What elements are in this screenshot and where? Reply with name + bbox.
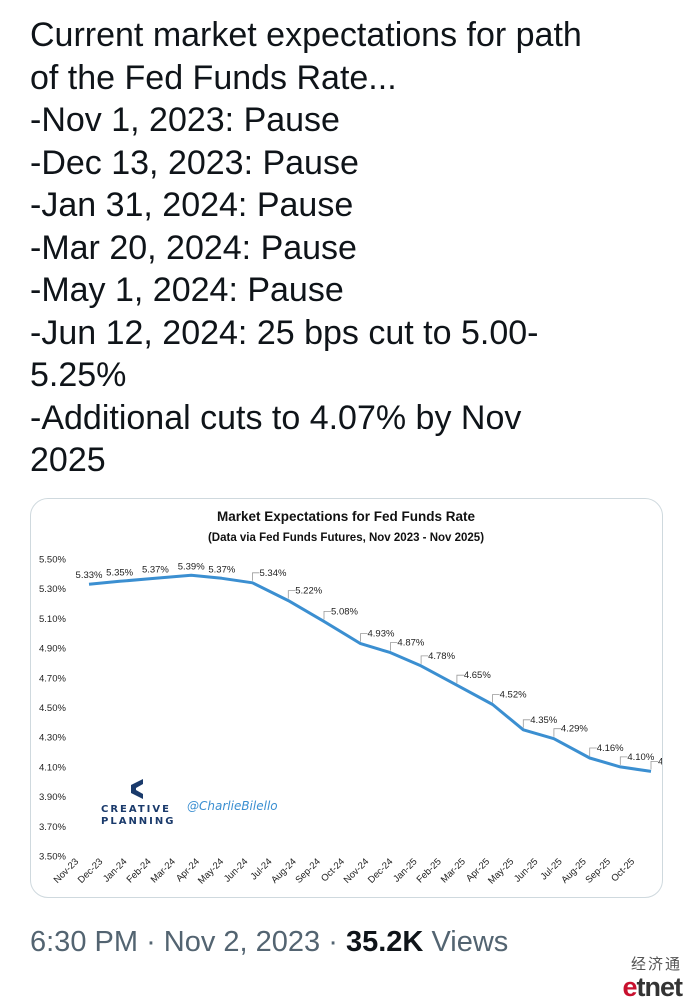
data-label-leader (323, 611, 331, 620)
tweet-line: 5.25% (30, 356, 127, 394)
chart-title: Market Expectations for Fed Funds Rate (217, 509, 476, 524)
twitter-handle: @CharlieBilello (187, 799, 278, 813)
watermark-logo-rest: tnet (636, 972, 683, 1002)
series-line (88, 573, 652, 773)
tweet-line: -Jan 31, 2024: Pause (30, 186, 354, 224)
data-label: 4.65% (464, 670, 491, 681)
x-tick-label: May-25 (486, 856, 516, 886)
x-tick-label: Dec-23 (76, 856, 105, 885)
data-label: 4.35% (530, 715, 557, 726)
x-tick-label: Mar-24 (149, 856, 178, 885)
data-label-leader (650, 761, 658, 770)
x-tick-label: Mar-25 (439, 856, 468, 885)
chart-image[interactable]: Market Expectations for Fed Funds Rate (… (30, 498, 663, 898)
watermark-logo: etnet (622, 972, 683, 1002)
tweet-line: of the Fed Funds Rate... (30, 58, 397, 97)
brand-line2: PLANNING (101, 816, 175, 827)
fed-funds-chart: Market Expectations for Fed Funds Rate (… (39, 509, 662, 887)
data-label: 4.29% (561, 724, 588, 735)
y-tick-label: 4.30% (39, 733, 66, 744)
data-label: 5.33% (76, 570, 103, 581)
tweet-line: -Nov 1, 2023: Pause (30, 101, 340, 139)
tweet-line: -Mar 20, 2024: Pause (30, 228, 357, 267)
data-label-leader (522, 719, 531, 728)
y-tick-label: 4.90% (39, 644, 66, 655)
x-tick-label: Jan-25 (391, 856, 419, 884)
x-tick-label: Dec-24 (366, 856, 395, 885)
data-label: 5.39% (178, 561, 205, 572)
data-label: 4.87% (397, 638, 424, 649)
series: 5.33% 5.35% 5.37% 5.39% 5.37% 5.34%5.22%5.08%… (76, 561, 662, 773)
data-label: 5.35% (106, 567, 133, 578)
y-tick-label: 4.50% (39, 703, 66, 714)
creative-planning-logo: CREATIVE PLANNING @CharlieBilello (101, 779, 278, 827)
y-tick-label: 5.30% (39, 584, 66, 595)
data-label-leader (287, 590, 296, 599)
watermark-chinese: 经济通 (630, 955, 682, 973)
data-label: 5.37% (142, 564, 169, 575)
x-tick-label: Sep-25 (584, 856, 613, 885)
tweet-line: -Jun 12, 2024: 25 bps cut to 5.00- (30, 313, 539, 352)
x-tick-label: Feb-25 (415, 856, 444, 885)
x-tick-label: Aug-24 (269, 856, 298, 885)
y-tick-label: 3.50% (39, 852, 66, 863)
y-tick-label: 5.10% (39, 614, 66, 625)
x-tick-label: Nov-24 (342, 856, 371, 885)
y-tick-label: 5.50% (39, 555, 66, 566)
tweet-time[interactable]: 6:30 PM (30, 926, 138, 958)
data-label: 5.34% (259, 568, 286, 579)
y-tick-label: 3.70% (39, 822, 66, 833)
data-label: 4.78% (428, 651, 455, 662)
x-tick-label: May-24 (196, 856, 226, 886)
tweet-meta: 6:30 PM · Nov 2, 2023 · 35.2K Views (30, 926, 508, 959)
logo-mark-icon (131, 779, 143, 799)
data-label-leader (252, 572, 260, 581)
data-label-leader (360, 633, 368, 642)
y-tick-label: 4.10% (39, 762, 66, 773)
data-label-leader (619, 756, 628, 765)
data-label: 5.08% (331, 606, 358, 617)
y-tick-label: 4.70% (39, 673, 66, 684)
data-label: 5.22% (295, 586, 322, 597)
meta-separator: · (146, 926, 156, 958)
brand-line1: CREATIVE (101, 804, 171, 815)
data-label: 5.37% (208, 564, 235, 575)
views-count[interactable]: 35.2K (345, 926, 424, 958)
x-tick-label: Jan-24 (101, 856, 129, 884)
tweet-line: 2025 (30, 441, 106, 479)
data-label-leader (390, 642, 398, 651)
data-label: 4.10% (627, 752, 654, 763)
tweet-date[interactable]: Nov 2, 2023 (163, 926, 321, 958)
tweet-line: -Dec 13, 2023: Pause (30, 143, 359, 182)
data-label: 4.52% (500, 690, 527, 701)
data-label: 4.93% (368, 629, 395, 640)
tweet-line: Current market expectations for path (30, 16, 582, 54)
y-axis: 5.50% 5.30% 5.10% 4.90% 4.70% 4.50% 4.30% 4.10%… (39, 555, 66, 863)
data-label-leader (492, 694, 500, 703)
data-label-leader (553, 728, 561, 737)
y-tick-label: 3.90% (39, 792, 66, 803)
x-tick-label: Jun-24 (222, 856, 250, 884)
data-label-leader (589, 747, 597, 756)
x-tick-label: Jun-25 (512, 856, 540, 884)
chart-subtitle: (Data via Fed Funds Futures, Nov 2023 - … (208, 532, 484, 544)
data-label: 4.07% (658, 756, 662, 767)
x-tick-label: Sep-24 (293, 856, 322, 885)
watermark-logo-e: e (622, 972, 637, 1002)
tweet-line: -May 1, 2024: Pause (30, 271, 344, 309)
views-label: Views (431, 926, 509, 958)
x-tick-label: Oct-25 (609, 856, 637, 884)
data-label-leader (420, 655, 429, 664)
x-tick-label: Feb-24 (125, 856, 154, 885)
tweet-text: Current market expectations for path of … (30, 14, 660, 482)
x-tick-label: Aug-25 (559, 856, 588, 885)
etnet-watermark: 经济通 etnet (622, 953, 683, 1002)
meta-separator: · (328, 926, 338, 958)
data-label-leader (456, 674, 464, 684)
data-label: 4.16% (597, 743, 624, 754)
tweet-line: -Additional cuts to 4.07% by Nov (30, 398, 522, 437)
x-axis: Nov-23Dec-23Jan-24Feb-24Mar-24Apr-24May-… (52, 856, 637, 886)
